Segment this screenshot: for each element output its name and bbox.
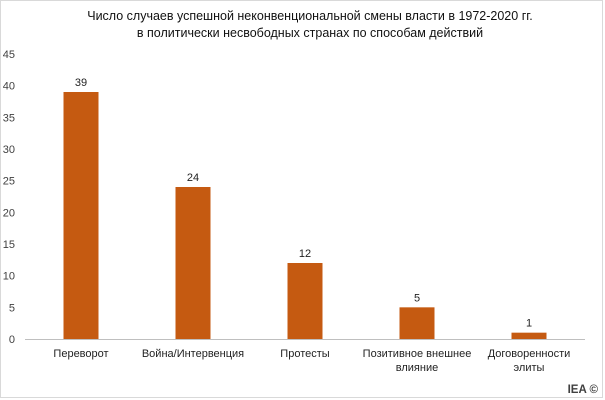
y-tick-label: 15 — [3, 239, 15, 251]
bar — [399, 307, 435, 339]
y-tick-label: 35 — [3, 112, 15, 124]
bar — [511, 332, 547, 339]
data-label: 12 — [299, 248, 311, 260]
x-tick-label: Война/Интервенция — [142, 348, 244, 360]
y-tick-label: 20 — [3, 207, 15, 219]
chart-title-line-2: в политически несвободных странах по спо… — [136, 26, 484, 40]
bar — [287, 263, 323, 339]
bar — [63, 92, 99, 339]
bar — [175, 187, 211, 339]
chart-title-line-1: Число случаев успешной неконвенционально… — [87, 9, 533, 23]
chart-title: Число случаев успешной неконвенционально… — [60, 8, 560, 42]
y-tick-label: 30 — [3, 144, 15, 156]
iea-logo: IEA © — [567, 384, 598, 396]
y-tick-label: 45 — [3, 49, 15, 61]
data-label: 1 — [526, 318, 532, 330]
data-label: 39 — [75, 77, 87, 89]
y-tick-label: 40 — [3, 81, 15, 93]
y-tick-label: 5 — [9, 302, 15, 314]
y-tick-label: 0 — [9, 334, 15, 346]
x-tick-label: Договоренности элиты — [488, 348, 571, 374]
x-tick-label: Протесты — [280, 348, 329, 360]
x-tick-label: Позитивное внешнее влияние — [363, 348, 472, 374]
x-tick-label: Переворот — [53, 348, 108, 360]
y-tick-label: 25 — [3, 176, 15, 188]
data-label: 24 — [187, 172, 199, 184]
y-tick-label: 10 — [3, 271, 15, 283]
data-label: 5 — [414, 292, 420, 304]
